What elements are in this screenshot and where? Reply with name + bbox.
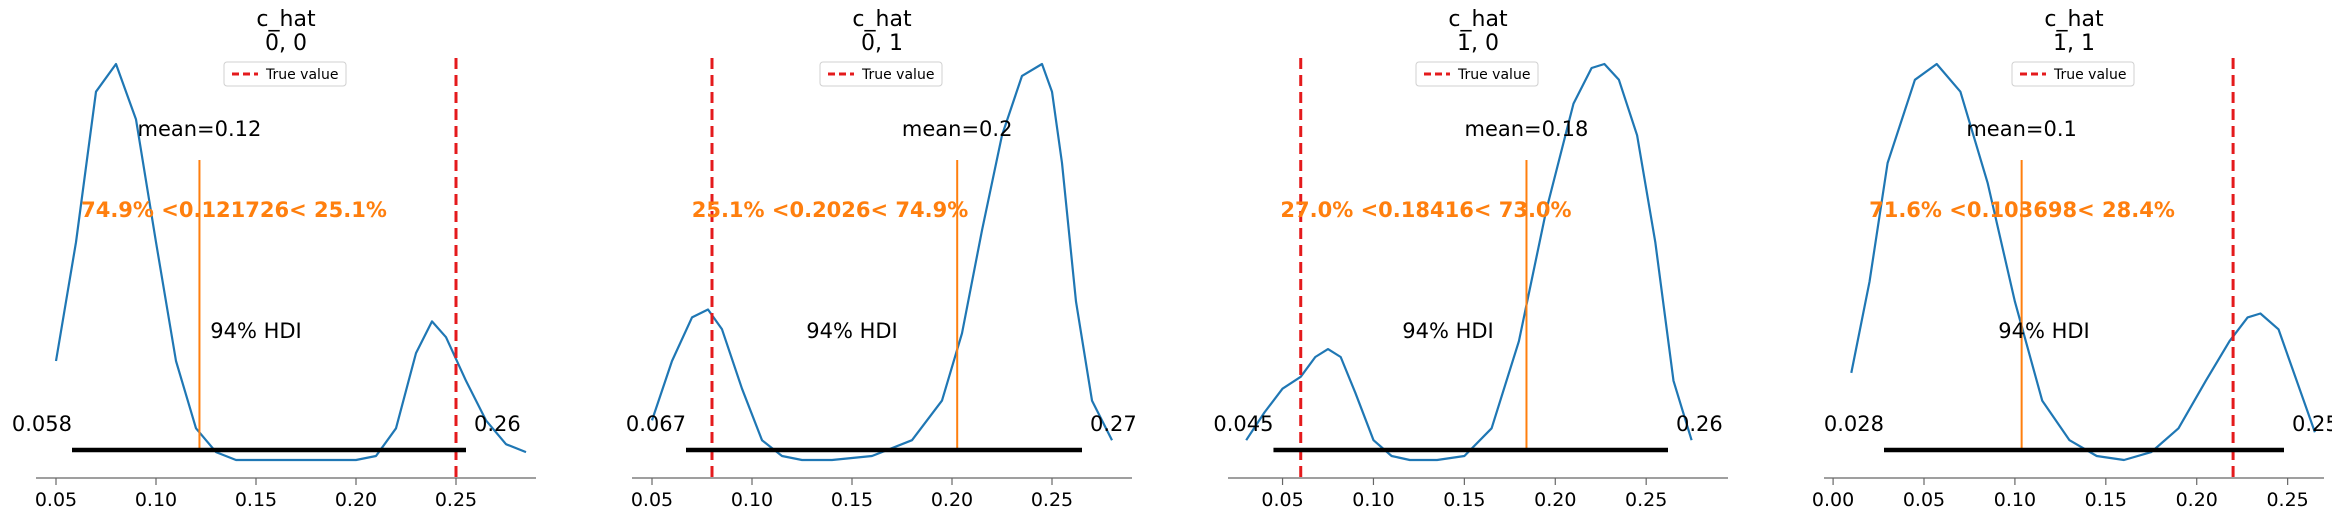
hdi-high-label: 0.26 (1676, 412, 1723, 436)
density-curve (1245, 62, 1693, 462)
hdi-high-label: 0.25 (2292, 412, 2332, 436)
x-tick-label: 0.25 (1031, 489, 1073, 511)
mean-label: mean=0.12 (137, 117, 261, 141)
hdi-low-label: 0.058 (12, 412, 72, 436)
panel-title: c_hat (852, 7, 912, 32)
x-tick-label: 0.10 (135, 489, 177, 511)
reference-label: 74.9% <0.121726< 25.1% (81, 198, 387, 222)
hdi-high-label: 0.26 (474, 412, 521, 436)
mean-label: mean=0.1 (1966, 117, 2077, 141)
legend-box (223, 61, 347, 87)
reference-label: 71.6% <0.103698< 28.4% (1869, 198, 2175, 222)
hdi-low-label: 0.028 (1824, 412, 1884, 436)
x-tick-label: 0.25 (1625, 489, 1667, 511)
panel-title: c_hat (256, 7, 316, 32)
density-curve (54, 62, 527, 462)
x-tick-label: 0.05 (631, 489, 673, 511)
x-tick-label: 0.10 (1352, 489, 1394, 511)
x-tick-label: 0.05 (1261, 489, 1303, 511)
density-curve (650, 62, 1113, 462)
hdi-label: 94% HDI (1402, 319, 1494, 343)
x-tick-label: 0.10 (1994, 489, 2036, 511)
legend-box (2011, 61, 2135, 87)
x-tick-label: 0.25 (435, 489, 477, 511)
reference-label: 25.1% <0.2026< 74.9% (692, 198, 969, 222)
x-tick-label: 0.25 (2266, 489, 2308, 511)
hdi-label: 94% HDI (806, 319, 898, 343)
hdi-low-label: 0.045 (1213, 412, 1273, 436)
reference-label: 27.0% <0.18416< 73.0% (1280, 198, 1571, 222)
panel-subtitle: 0, 1 (861, 31, 903, 56)
panel-subtitle: 1, 1 (2053, 31, 2095, 56)
x-tick-label: 0.05 (1903, 489, 1945, 511)
mean-label: mean=0.2 (902, 117, 1013, 141)
hdi-label: 94% HDI (1998, 319, 2090, 343)
panel-title: c_hat (2044, 7, 2104, 32)
x-tick-label: 0.00 (1812, 489, 1854, 511)
panel-subtitle: 0, 0 (265, 31, 307, 56)
x-tick-label: 0.15 (831, 489, 873, 511)
x-tick-label: 0.20 (931, 489, 973, 511)
x-tick-label: 0.10 (731, 489, 773, 511)
legend-entry-true-value: True value (2053, 67, 2126, 83)
hdi-label: 94% HDI (210, 319, 302, 343)
legend-entry-true-value: True value (265, 67, 338, 83)
legend-entry-true-value: True value (861, 67, 934, 83)
legend-box (819, 61, 943, 87)
x-tick-label: 0.15 (1443, 489, 1485, 511)
x-tick-label: 0.20 (335, 489, 377, 511)
panel-title: c_hat (1448, 7, 1508, 32)
hdi-low-label: 0.067 (626, 412, 686, 436)
x-tick-label: 0.20 (2176, 489, 2218, 511)
x-tick-label: 0.15 (2085, 489, 2127, 511)
panel-subtitle: 1, 0 (1457, 31, 1499, 56)
legend-box (1415, 61, 1539, 87)
legend-entry-true-value: True value (1457, 67, 1530, 83)
x-tick-label: 0.20 (1534, 489, 1576, 511)
density-curve (1850, 62, 2316, 462)
hdi-high-label: 0.27 (1090, 412, 1137, 436)
x-tick-label: 0.05 (35, 489, 77, 511)
x-tick-label: 0.15 (235, 489, 277, 511)
mean-label: mean=0.18 (1465, 117, 1589, 141)
